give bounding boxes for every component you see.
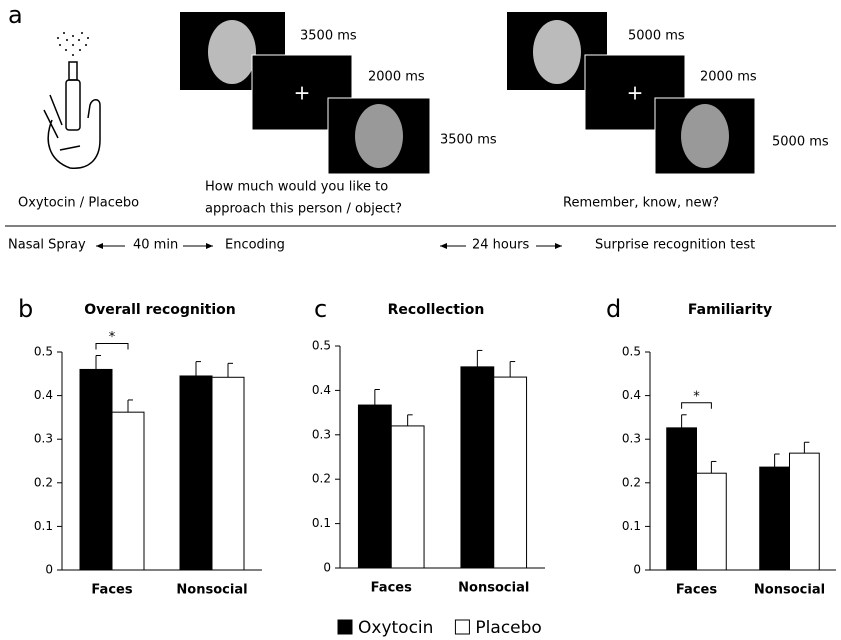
y-tick-label: 0.4 xyxy=(622,388,641,402)
y-tick-label: 0.2 xyxy=(34,475,53,489)
timeline-label: 24 hours xyxy=(472,238,529,253)
spray-icon xyxy=(44,62,100,168)
chart-title: Familiarity xyxy=(688,302,772,318)
y-tick-label: 0.5 xyxy=(34,345,53,359)
duration: 5000 ms xyxy=(772,135,829,150)
face xyxy=(533,20,581,84)
bar xyxy=(494,377,527,568)
duration: 3500 ms xyxy=(300,29,357,44)
bar xyxy=(358,405,391,568)
caption: approach this person / object? xyxy=(205,202,402,217)
x-tick-label: Nonsocial xyxy=(458,581,529,596)
bar xyxy=(212,377,244,570)
figure: a 3500 ms + 2000 ms 3500 ms 5000 ms + 20… xyxy=(0,0,841,640)
bar xyxy=(697,473,727,570)
legend-label: Oxytocin xyxy=(358,618,433,638)
y-tick-label: 0.1 xyxy=(34,519,53,533)
bar xyxy=(391,426,424,568)
fixation-cross: + xyxy=(294,81,311,105)
y-tick-label: 0.4 xyxy=(34,388,53,402)
legend-swatch xyxy=(338,620,352,634)
bar xyxy=(112,412,144,570)
bar xyxy=(790,453,820,570)
panel-letter: d xyxy=(606,295,621,323)
y-tick-label: 0 xyxy=(45,563,53,577)
x-tick-label: Nonsocial xyxy=(176,583,247,598)
y-tick-label: 0.3 xyxy=(34,432,53,446)
y-tick-label: 0 xyxy=(323,561,331,575)
object xyxy=(681,104,729,168)
x-tick-label: Faces xyxy=(91,583,132,598)
y-tick-label: 0.5 xyxy=(622,345,641,359)
duration: 3500 ms xyxy=(440,133,497,148)
x-tick-label: Faces xyxy=(676,583,717,598)
chart-title: Recollection xyxy=(388,302,485,318)
bar xyxy=(760,467,790,570)
caption: Oxytocin / Placebo xyxy=(18,196,139,211)
chart-title: Overall recognition xyxy=(84,302,236,318)
x-tick-label: Faces xyxy=(371,581,412,596)
panel-letter: a xyxy=(8,1,23,29)
y-tick-label: 0.2 xyxy=(312,472,331,486)
legend-swatch xyxy=(455,620,469,634)
y-tick-label: 0.2 xyxy=(622,475,641,489)
legend-label: Placebo xyxy=(475,618,541,638)
timeline-label: Surprise recognition test xyxy=(595,238,755,253)
bar xyxy=(80,369,112,570)
duration: 5000 ms xyxy=(628,29,685,44)
panel-letter: b xyxy=(18,295,33,323)
object xyxy=(355,104,403,168)
y-tick-label: 0 xyxy=(633,563,641,577)
y-tick-label: 0.1 xyxy=(312,516,331,530)
panel-letter: c xyxy=(314,295,327,323)
fixation-cross: + xyxy=(627,81,644,105)
significance-label: * xyxy=(109,330,116,345)
duration: 2000 ms xyxy=(368,70,425,85)
spray-mist xyxy=(57,32,89,56)
bar xyxy=(667,428,697,570)
face xyxy=(208,20,256,84)
y-tick-label: 0.1 xyxy=(622,519,641,533)
caption: Remember, know, new? xyxy=(563,196,719,211)
y-tick-label: 0.4 xyxy=(312,383,331,397)
bar xyxy=(180,376,212,570)
x-tick-label: Nonsocial xyxy=(754,583,825,598)
duration: 2000 ms xyxy=(700,70,757,85)
timeline-label: Encoding xyxy=(225,238,285,253)
caption: How much would you like to xyxy=(205,180,388,195)
y-tick-label: 0.3 xyxy=(312,427,331,441)
timeline-label: 40 min xyxy=(133,238,178,253)
timeline-label: Nasal Spray xyxy=(8,238,86,253)
y-tick-label: 0.5 xyxy=(312,339,331,353)
significance-label: * xyxy=(693,389,700,404)
y-tick-label: 0.3 xyxy=(622,432,641,446)
bar xyxy=(461,367,494,568)
